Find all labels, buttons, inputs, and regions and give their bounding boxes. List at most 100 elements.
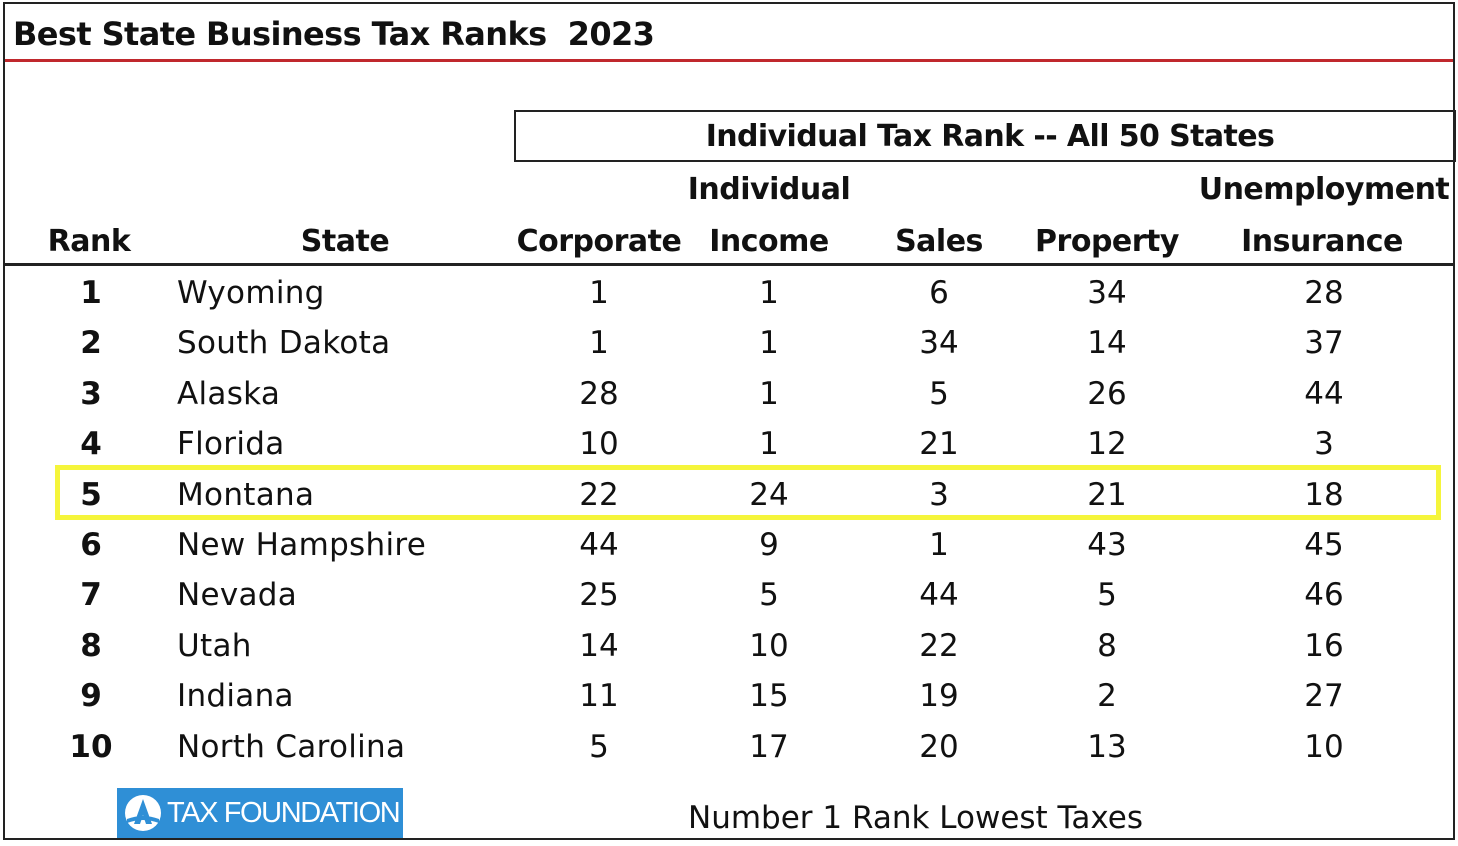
column-header-sales: Sales: [895, 224, 983, 259]
cell-sales: 19: [919, 678, 959, 715]
cell-ui: 27: [1304, 678, 1344, 715]
column-header-rank: Rank: [47, 224, 131, 259]
cell-sales: 21: [919, 426, 959, 463]
group-header-label: Individual Tax Rank -- All 50 States: [705, 118, 1275, 154]
column-header-income-top: Individual: [687, 172, 851, 207]
tax-rank-table-panel: Best State Business Tax Ranks 2023 Indiv…: [3, 2, 1456, 840]
table-row: 6 New Hampshire 44 9 1 43 45: [5, 520, 1453, 570]
tax-foundation-logo: TAX FOUNDATION: [117, 788, 403, 838]
cell-property: 8: [1097, 627, 1117, 664]
cell-corporate: 1: [589, 275, 609, 311]
cell-sales: 22: [919, 627, 959, 664]
column-header-property: Property: [1035, 224, 1179, 259]
table-row: 7 Nevada 25 5 44 5 46: [5, 570, 1453, 620]
header-divider: [5, 263, 1453, 266]
cell-state: South Dakota: [177, 325, 391, 362]
table-row: 1 Wyoming 1 1 6 34 28: [5, 268, 1453, 318]
cell-corporate: 22: [579, 476, 619, 513]
cell-state: Indiana: [177, 678, 294, 715]
cell-income: 5: [759, 577, 779, 614]
table-title: Best State Business Tax Ranks 2023: [13, 15, 655, 53]
cell-sales: 34: [919, 325, 959, 362]
cell-property: 26: [1087, 375, 1127, 412]
cell-rank: 7: [80, 577, 102, 614]
cell-income: 17: [749, 728, 789, 765]
cell-sales: 44: [919, 577, 959, 614]
cell-rank: 5: [80, 476, 102, 513]
cell-corporate: 5: [589, 728, 609, 765]
column-header-income-bottom: Income: [709, 224, 829, 259]
cell-property: 21: [1087, 476, 1127, 513]
footnote: Number 1 Rank Lowest Taxes: [688, 800, 1143, 836]
tax-foundation-logo-icon: [125, 795, 161, 831]
cell-ui: 10: [1304, 728, 1344, 765]
table-row: 10 North Carolina 5 17 20 13 10: [5, 722, 1453, 772]
table-row: 8 Utah 14 10 22 8 16: [5, 621, 1453, 671]
cell-sales: 3: [929, 476, 949, 513]
column-header-corporate: Corporate: [516, 224, 682, 259]
cell-ui: 16: [1304, 627, 1344, 664]
cell-income: 1: [759, 325, 779, 362]
cell-ui: 46: [1304, 577, 1344, 614]
cell-state: Florida: [177, 426, 285, 463]
cell-state: Nevada: [177, 577, 298, 614]
cell-property: 14: [1087, 325, 1127, 362]
table-row: 9 Indiana 11 15 19 2 27: [5, 671, 1453, 721]
cell-rank: 8: [80, 627, 102, 664]
cell-income: 1: [759, 375, 779, 412]
cell-ui: 37: [1304, 325, 1344, 362]
cell-rank: 4: [80, 426, 102, 463]
cell-property: 5: [1097, 577, 1117, 614]
cell-property: 2: [1097, 678, 1117, 715]
cell-income: 24: [749, 476, 789, 513]
cell-sales: 20: [919, 728, 959, 765]
cell-ui: 3: [1314, 426, 1334, 463]
cell-corporate: 44: [579, 527, 619, 563]
cell-property: 13: [1087, 728, 1127, 765]
column-header-state: State: [300, 224, 390, 259]
cell-sales: 5: [929, 375, 949, 412]
cell-corporate: 14: [579, 627, 619, 664]
cell-income: 9: [759, 527, 779, 563]
logo-text: TAX FOUNDATION: [167, 796, 401, 829]
cell-ui: 45: [1304, 527, 1344, 563]
cell-property: 12: [1087, 426, 1127, 463]
cell-rank: 10: [69, 728, 113, 765]
cell-ui: 44: [1304, 375, 1344, 412]
cell-property: 34: [1087, 275, 1127, 311]
cell-corporate: 10: [579, 426, 619, 463]
table-row: 4 Florida 10 1 21 12 3: [5, 419, 1453, 469]
cell-rank: 2: [80, 325, 102, 362]
cell-corporate: 25: [579, 577, 619, 614]
cell-ui: 28: [1304, 275, 1344, 311]
cell-state: Utah: [177, 627, 252, 664]
highlighted-row-outline: [55, 465, 1441, 520]
group-header-box: Individual Tax Rank -- All 50 States: [514, 110, 1456, 162]
cell-rank: 6: [80, 527, 102, 563]
cell-income: 1: [759, 426, 779, 463]
cell-corporate: 1: [589, 325, 609, 362]
table-row: 3 Alaska 28 1 5 26 44: [5, 369, 1453, 419]
cell-state: Alaska: [177, 375, 281, 412]
cell-rank: 9: [80, 678, 102, 715]
cell-ui: 18: [1304, 476, 1344, 513]
cell-state: Montana: [177, 476, 315, 513]
cell-rank: 3: [80, 375, 102, 412]
cell-corporate: 28: [579, 375, 619, 412]
column-header-ui-bottom: Insurance: [1241, 224, 1403, 259]
table-row: 2 South Dakota 1 1 34 14 37: [5, 318, 1453, 368]
column-header-ui-top: Unemployment: [1198, 172, 1450, 207]
cell-state: Wyoming: [177, 275, 325, 311]
cell-corporate: 11: [579, 678, 619, 715]
cell-state: New Hampshire: [177, 527, 427, 563]
cell-sales: 1: [929, 527, 949, 563]
cell-income: 1: [759, 275, 779, 311]
cell-sales: 6: [929, 275, 949, 311]
cell-state: North Carolina: [177, 728, 406, 765]
cell-income: 15: [749, 678, 789, 715]
title-underline: [5, 59, 1453, 62]
table-row: 5 Montana 22 24 3 21 18: [5, 470, 1453, 520]
cell-income: 10: [749, 627, 789, 664]
cell-property: 43: [1087, 527, 1127, 563]
cell-rank: 1: [80, 275, 102, 311]
